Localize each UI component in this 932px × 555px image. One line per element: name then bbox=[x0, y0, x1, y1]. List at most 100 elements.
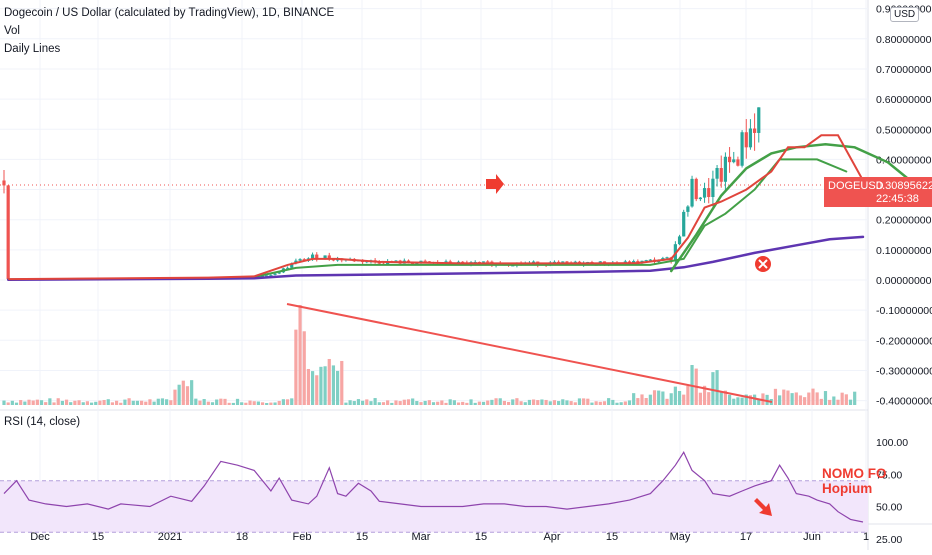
volume-bar bbox=[148, 399, 152, 405]
candle-body bbox=[481, 261, 486, 263]
volume-bar bbox=[753, 394, 757, 405]
volume-bar bbox=[94, 401, 98, 405]
volume-bar bbox=[423, 400, 427, 405]
volume-bar bbox=[190, 380, 194, 405]
volume-bar bbox=[64, 399, 69, 405]
time-tick-label: May bbox=[670, 531, 691, 543]
time-tick-label: 17 bbox=[740, 531, 752, 543]
volume-bar bbox=[227, 402, 231, 405]
volume-bar bbox=[27, 399, 31, 405]
volume-bar bbox=[582, 398, 586, 405]
volume-bar bbox=[561, 399, 565, 405]
time-tick-label: Feb bbox=[293, 531, 312, 543]
volume-bar bbox=[331, 365, 336, 405]
volume-bar bbox=[160, 398, 165, 405]
candle-body bbox=[736, 159, 740, 166]
volume-bar bbox=[356, 399, 361, 405]
volume-bar bbox=[206, 401, 210, 405]
volume-bar bbox=[477, 401, 481, 405]
volume-bar bbox=[119, 402, 123, 405]
time-tick-label: 18 bbox=[236, 531, 248, 543]
price-tick-label: 0.50000000 bbox=[876, 124, 932, 136]
price-tick-label: -0.40000000 bbox=[876, 396, 932, 408]
candle-body bbox=[269, 274, 273, 276]
price-tick-label: 0.80000000 bbox=[876, 34, 932, 46]
volume-bar bbox=[644, 398, 648, 405]
volume-bar bbox=[828, 399, 832, 405]
volume-bar bbox=[23, 401, 27, 405]
volume-bar bbox=[544, 399, 548, 405]
candle-body bbox=[686, 206, 690, 212]
price-tick-label: -0.10000000 bbox=[876, 305, 932, 317]
candle-body bbox=[648, 259, 652, 261]
volume-bar bbox=[344, 402, 348, 405]
rsi-tick-label: 50.00 bbox=[876, 502, 902, 514]
last-price-tag: DOGEUSD 0.30895622 22:45:38 bbox=[824, 177, 932, 207]
volume-bar bbox=[2, 400, 6, 405]
volume-bar bbox=[106, 399, 110, 405]
volume-bar bbox=[302, 331, 306, 405]
arrow-down-right-icon bbox=[754, 498, 772, 516]
volume-bar bbox=[798, 395, 803, 405]
volume-bar bbox=[256, 401, 260, 405]
price-tick-label: -0.30000000 bbox=[876, 365, 932, 377]
volume-bar bbox=[248, 400, 252, 405]
volume-bar bbox=[127, 398, 131, 405]
candle-body bbox=[565, 261, 569, 263]
volume-bar bbox=[586, 398, 590, 405]
volume-bar bbox=[848, 399, 853, 405]
daily-lines-legend[interactable]: Daily Lines bbox=[4, 43, 61, 55]
volume-bar bbox=[436, 401, 440, 405]
candle-body bbox=[732, 159, 736, 163]
volume-bar bbox=[98, 400, 102, 405]
price-tag-symbol: DOGEUSD bbox=[828, 180, 884, 192]
volume-bar bbox=[619, 402, 623, 405]
volume-bar bbox=[381, 402, 386, 405]
rsi-legend[interactable]: RSI (14, close) bbox=[4, 416, 81, 428]
volume-bar bbox=[369, 401, 373, 405]
volume-bar bbox=[31, 400, 35, 405]
volume-bar bbox=[114, 400, 119, 405]
volume-bar bbox=[657, 390, 661, 405]
time-tick-label: Jun bbox=[803, 531, 821, 543]
volume-bar bbox=[306, 368, 311, 405]
candle-body bbox=[753, 128, 757, 133]
volume-bar bbox=[444, 402, 448, 405]
volume-bar bbox=[786, 390, 790, 405]
volume-bar bbox=[811, 388, 815, 405]
ma-mid-line bbox=[7, 158, 848, 281]
volume-bar bbox=[506, 401, 511, 405]
volume-bar bbox=[440, 400, 444, 405]
volume-trendline bbox=[286, 303, 773, 403]
candle-body bbox=[323, 255, 327, 259]
volume-bar bbox=[732, 398, 736, 405]
volume-bar bbox=[819, 398, 823, 405]
volume-bar bbox=[210, 402, 215, 405]
volume-bar bbox=[411, 398, 415, 405]
candle-body bbox=[298, 259, 302, 261]
volume-bar bbox=[790, 393, 794, 405]
volume-legend[interactable]: Vol bbox=[4, 25, 20, 37]
currency-badge[interactable]: USD bbox=[890, 7, 920, 22]
time-tick-label: Mar bbox=[412, 531, 431, 543]
volume-bar bbox=[123, 399, 127, 405]
volume-bar bbox=[48, 398, 52, 405]
price-tick-label: 0.10000000 bbox=[876, 245, 932, 257]
volume-bar bbox=[202, 399, 206, 405]
candle-body bbox=[723, 156, 728, 182]
volume-bar bbox=[744, 394, 748, 405]
symbol-title[interactable]: Dogecoin / US Dollar (calculated by Trad… bbox=[4, 7, 335, 19]
volume-bar bbox=[73, 400, 77, 405]
volume-bar bbox=[607, 398, 611, 405]
volume-bar bbox=[727, 394, 732, 405]
volume-bar bbox=[632, 393, 636, 405]
volume-bar bbox=[181, 380, 185, 405]
volume-bar bbox=[390, 402, 394, 405]
volume-bar bbox=[365, 399, 369, 405]
volume-bar bbox=[757, 399, 761, 405]
volume-bar bbox=[294, 329, 298, 405]
volume-bar bbox=[803, 397, 807, 405]
candle-body bbox=[694, 178, 698, 200]
